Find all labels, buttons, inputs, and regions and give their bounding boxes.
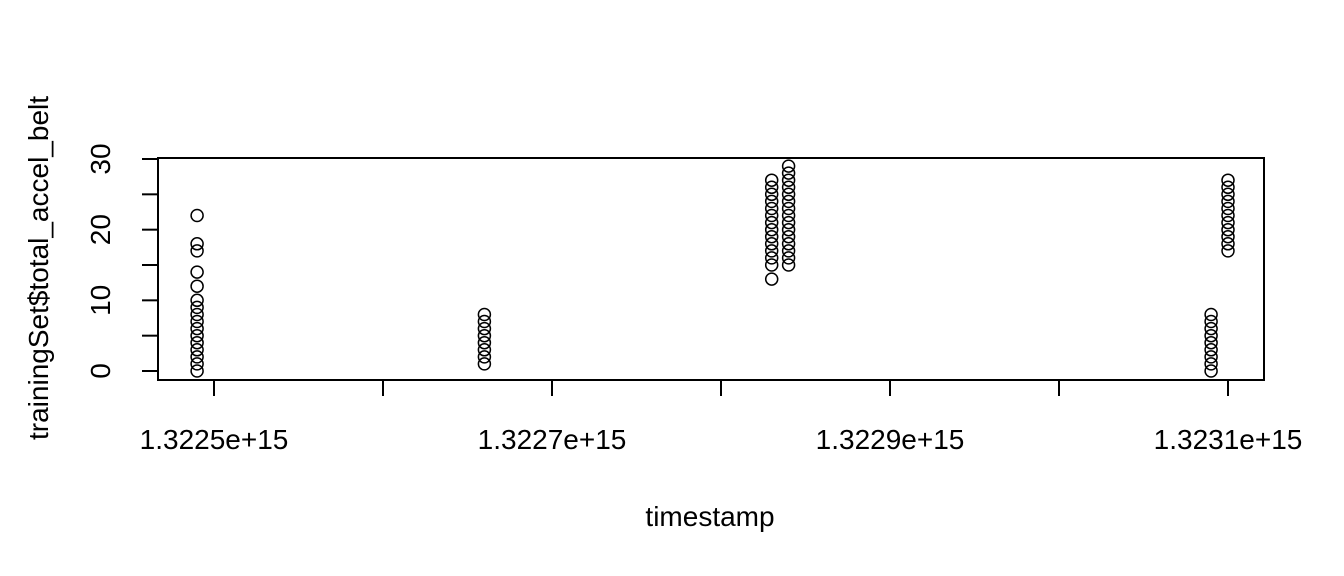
data-point (1221, 173, 1235, 187)
data-point (1221, 229, 1235, 244)
data-point (781, 194, 796, 209)
y-axis: 0 10 20 30 (85, 143, 159, 379)
data-point (764, 258, 779, 272)
data-point (190, 237, 204, 251)
data-point (764, 215, 779, 230)
data-point (1204, 343, 1218, 357)
data-point (764, 272, 779, 286)
data-point (781, 258, 796, 272)
data-point (1221, 187, 1235, 202)
data-point (1221, 194, 1235, 209)
data-point (190, 350, 204, 364)
data-point (1204, 335, 1218, 350)
data-point (781, 208, 796, 223)
data-point (1221, 222, 1235, 237)
data-point (1204, 357, 1218, 371)
data-point (781, 251, 796, 265)
data-point (781, 215, 796, 230)
data-point (190, 300, 204, 315)
data-point (764, 187, 779, 202)
data-point (1204, 321, 1218, 336)
data-point (1204, 364, 1218, 378)
data-point (477, 350, 492, 364)
data-point (477, 343, 492, 357)
data-point (1221, 180, 1235, 195)
data-point (190, 321, 204, 336)
data-point (781, 173, 796, 187)
plot-frame (157, 157, 1265, 381)
data-point (781, 187, 796, 202)
data-point (764, 173, 779, 187)
data-point (190, 364, 204, 378)
data-point (764, 237, 779, 251)
x-axis-title: timestamp (645, 501, 774, 532)
data-point (781, 180, 796, 195)
data-point (764, 201, 779, 216)
data-point (477, 328, 492, 343)
y-tick-label: 20 (85, 214, 116, 245)
data-point (190, 279, 204, 293)
x-tick-label: 1.3225e+15 (140, 424, 289, 455)
data-point (1221, 237, 1235, 251)
y-tick-label: 0 (85, 363, 116, 379)
data-point (1204, 307, 1218, 322)
data-point (1204, 350, 1218, 364)
data-point (781, 229, 796, 244)
x-tick-label: 1.3227e+15 (478, 424, 627, 455)
data-point (1204, 314, 1218, 329)
data-point (190, 335, 204, 350)
data-point (781, 166, 796, 180)
data-point (1204, 328, 1218, 343)
data-point (764, 251, 779, 265)
data-point (764, 180, 779, 195)
y-tick-label: 30 (85, 143, 116, 174)
data-point (781, 201, 796, 216)
data-point (477, 314, 492, 329)
y-axis-title: trainingSet$total_accel_belt (23, 96, 54, 440)
data-point (781, 237, 796, 251)
data-point (190, 265, 204, 279)
data-point (190, 244, 204, 258)
data-point (781, 222, 796, 237)
data-point (1221, 201, 1235, 216)
data-point (190, 328, 204, 343)
data-point (477, 307, 492, 322)
data-point (764, 229, 779, 244)
data-point (190, 307, 204, 322)
data-points (190, 159, 1235, 378)
data-point (764, 194, 779, 209)
data-point (190, 357, 204, 371)
x-axis: 1.3225e+15 1.3227e+15 1.3229e+15 1.3231e+15 (140, 379, 1303, 455)
x-tick-label: 1.3229e+15 (816, 424, 965, 455)
data-point (764, 244, 779, 258)
data-point (477, 321, 492, 336)
data-point (1221, 244, 1235, 258)
data-point (190, 293, 204, 308)
data-point (781, 244, 796, 258)
data-point (764, 208, 779, 223)
data-point (190, 343, 204, 357)
data-point (764, 222, 779, 237)
data-point (190, 208, 204, 223)
data-point (477, 335, 492, 350)
data-point (190, 314, 204, 329)
data-point (477, 357, 492, 371)
data-point (1221, 215, 1235, 230)
data-point (1221, 208, 1235, 223)
x-tick-label: 1.3231e+15 (1154, 424, 1303, 455)
y-tick-label: 10 (85, 285, 116, 316)
data-point (781, 159, 796, 173)
